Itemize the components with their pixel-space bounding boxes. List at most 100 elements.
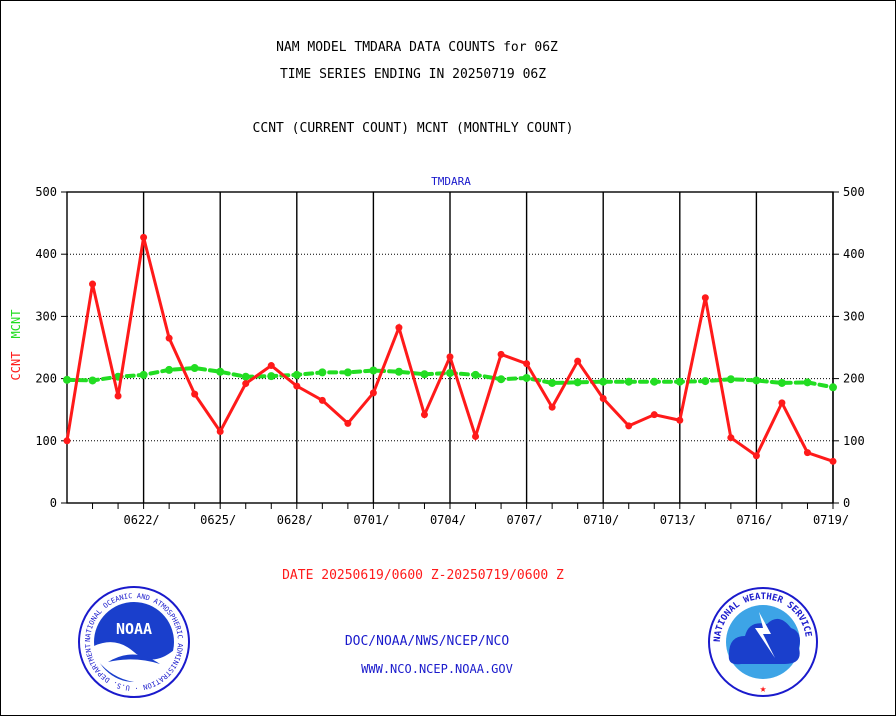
point-mcnt xyxy=(752,376,761,385)
x-tick-label: 0707/ xyxy=(507,513,543,527)
point-ccnt xyxy=(63,437,71,445)
point-mcnt xyxy=(292,370,301,379)
point-ccnt xyxy=(140,233,148,241)
point-mcnt xyxy=(318,368,327,377)
point-mcnt xyxy=(573,378,582,387)
x-tick-label: 0628/ xyxy=(277,513,313,527)
grid xyxy=(67,192,834,503)
y-tick-label-left: 400 xyxy=(35,247,57,261)
point-ccnt xyxy=(676,416,684,424)
point-ccnt xyxy=(727,434,735,442)
point-ccnt xyxy=(829,457,837,465)
y-tick-label-left: 100 xyxy=(35,434,57,448)
point-ccnt xyxy=(574,357,582,365)
point-mcnt xyxy=(471,370,480,379)
point-mcnt xyxy=(497,375,506,384)
chart-title-line1: NAM MODEL TMDARA DATA COUNTS for 06Z xyxy=(276,40,558,55)
chart-subtitle: CCNT (CURRENT COUNT) MCNT (MONTHLY COUNT… xyxy=(253,121,574,136)
point-ccnt xyxy=(599,395,607,403)
point-ccnt xyxy=(625,422,633,430)
y-tick-label-left: 500 xyxy=(35,185,57,199)
x-tick-label: 0701/ xyxy=(353,513,389,527)
point-ccnt xyxy=(650,411,658,419)
point-ccnt xyxy=(267,362,275,370)
noaa-logo: NOAA NATIONAL OCEANIC AND ATMOSPHERIC AD… xyxy=(78,586,190,698)
point-mcnt xyxy=(599,377,608,386)
point-ccnt xyxy=(293,382,301,390)
point-ccnt xyxy=(497,350,505,358)
noaa-logo-text: NOAA xyxy=(116,620,152,638)
point-ccnt xyxy=(216,427,224,435)
x-tick-label: 0716/ xyxy=(736,513,772,527)
point-mcnt xyxy=(241,372,250,381)
point-ccnt xyxy=(548,403,556,411)
x-tick-label: 0704/ xyxy=(430,513,466,527)
point-mcnt xyxy=(190,364,199,373)
url-line: WWW.NCO.NCEP.NOAA.GOV xyxy=(361,662,513,676)
nws-logo: NATIONAL WEATHER SERVICE ★ xyxy=(708,587,818,697)
x-tick-label: 0622/ xyxy=(124,513,160,527)
point-mcnt xyxy=(139,370,148,379)
y-tick-label-right: 400 xyxy=(843,247,865,261)
point-mcnt xyxy=(624,377,633,386)
point-mcnt xyxy=(548,378,557,387)
y-tick-label-right: 100 xyxy=(843,434,865,448)
point-ccnt xyxy=(420,411,428,419)
point-mcnt xyxy=(63,375,71,384)
point-ccnt xyxy=(89,280,97,288)
point-mcnt xyxy=(216,367,225,376)
point-ccnt xyxy=(344,419,352,427)
org-line: DOC/NOAA/NWS/NCEP/NCO xyxy=(345,634,510,649)
point-ccnt xyxy=(523,360,531,368)
y-tick-label-right: 200 xyxy=(843,372,865,386)
x-tick-label: 0713/ xyxy=(660,513,696,527)
point-mcnt xyxy=(829,383,837,392)
y-label-mcnt: MCNT xyxy=(9,310,23,339)
y-tick-label-right: 500 xyxy=(843,185,865,199)
point-ccnt xyxy=(318,396,326,404)
point-mcnt xyxy=(420,370,429,379)
point-mcnt xyxy=(267,372,276,381)
y-tick-label-left: 0 xyxy=(50,496,57,510)
point-mcnt xyxy=(701,377,710,386)
point-ccnt xyxy=(803,449,811,457)
axes: 0 0 100 100 200 200 300 300 400 400 500 500 0622/062… xyxy=(35,185,864,527)
panel-title: TMDARA xyxy=(431,175,471,188)
point-mcnt xyxy=(650,377,659,386)
point-ccnt xyxy=(446,353,454,361)
point-ccnt xyxy=(191,390,199,398)
series-layer xyxy=(63,233,837,465)
x-tick-label: 0625/ xyxy=(200,513,236,527)
y-tick-label-left: 200 xyxy=(35,372,57,386)
y-axis-label: CCNT MCNT xyxy=(9,310,23,381)
point-ccnt xyxy=(778,399,786,407)
point-mcnt xyxy=(88,376,97,385)
y-tick-label-left: 300 xyxy=(35,309,57,323)
point-mcnt xyxy=(777,378,786,387)
point-mcnt xyxy=(165,365,174,374)
point-ccnt xyxy=(701,294,709,302)
point-ccnt xyxy=(472,432,480,440)
point-ccnt xyxy=(369,389,377,397)
date-range: DATE 20250619/0600 Z-20250719/0600 Z xyxy=(282,568,564,583)
point-ccnt xyxy=(752,452,760,460)
chart-title-line2: TIME SERIES ENDING IN 20250719 06Z xyxy=(280,67,546,82)
y-tick-label-right: 0 xyxy=(843,496,850,510)
point-ccnt xyxy=(165,334,173,342)
nws-star-icon: ★ xyxy=(760,682,767,695)
y-label-ccnt: CCNT xyxy=(9,352,23,381)
x-tick-label: 0719/ xyxy=(813,513,849,527)
point-ccnt xyxy=(114,392,122,400)
point-mcnt xyxy=(446,369,454,378)
point-mcnt xyxy=(369,366,378,375)
point-mcnt xyxy=(394,367,403,376)
point-mcnt xyxy=(522,373,531,382)
point-mcnt xyxy=(803,378,812,387)
y-tick-label-right: 300 xyxy=(843,309,865,323)
point-ccnt xyxy=(242,380,250,388)
point-mcnt xyxy=(675,377,684,386)
point-mcnt xyxy=(726,375,735,384)
point-ccnt xyxy=(395,324,403,332)
